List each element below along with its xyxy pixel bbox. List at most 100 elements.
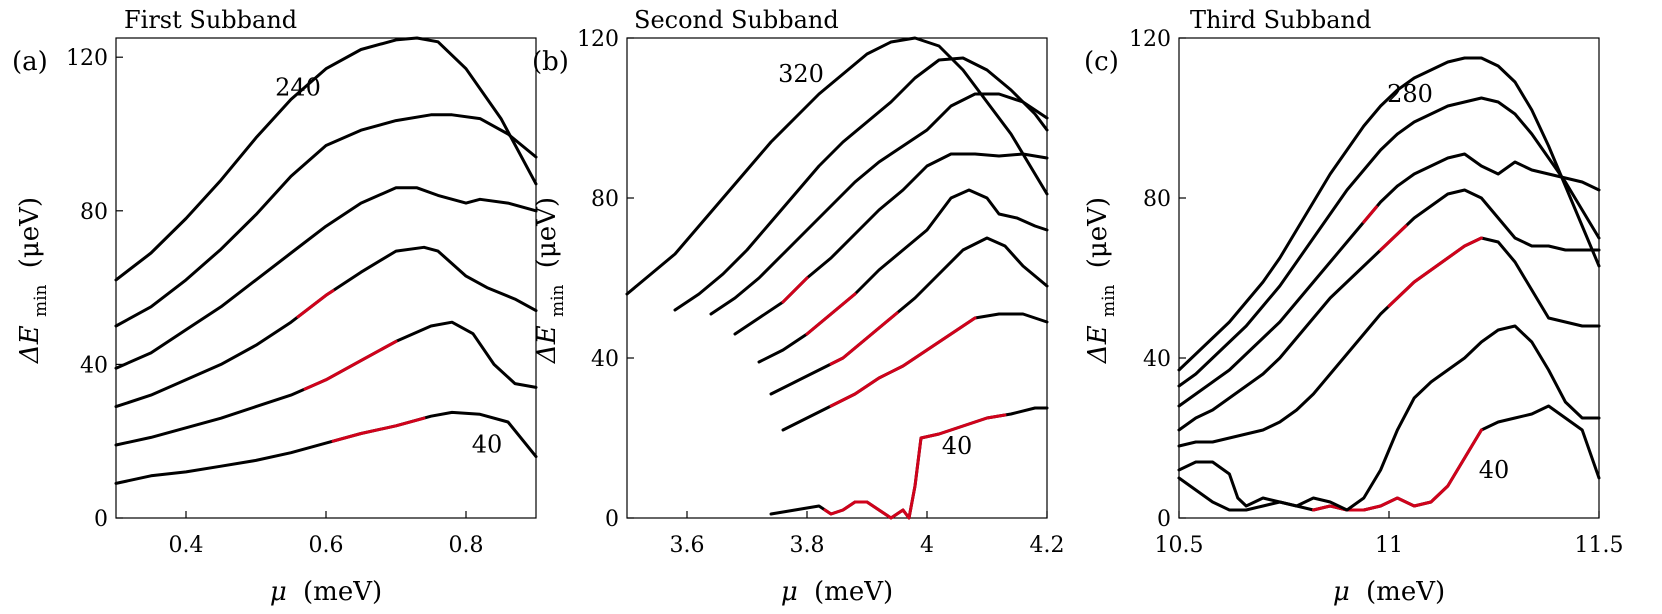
curve-b-160	[757, 188, 1049, 364]
x-tick-label-c: 10.5	[1155, 533, 1204, 558]
curve-c-240	[1177, 96, 1601, 388]
x-axis-title-c: μ (meV)	[1333, 577, 1445, 607]
curve-label-c-0: 280	[1387, 80, 1433, 108]
curve-highlight-c-160	[1379, 224, 1408, 252]
y-axis-title-b: ΔE min (μeV)	[532, 197, 570, 364]
y-tick-label-b: 120	[577, 27, 619, 52]
x-tick-label-a: 0.8	[449, 533, 484, 558]
x-tick-label-a: 0.6	[309, 533, 344, 558]
curve-b-280	[673, 56, 1049, 312]
y-axis-unit-b: (μeV)	[532, 197, 562, 268]
y-tick-label-a: 120	[66, 46, 108, 71]
y-axis-main-b: ΔE	[532, 325, 562, 364]
curve-c-80	[1177, 324, 1601, 512]
annotations-b: 320 40	[778, 60, 972, 460]
curve-highlight-c-200	[1362, 205, 1378, 224]
y-axis-title-a: ΔE min (μeV)	[15, 197, 53, 364]
curve-b-40	[769, 406, 1049, 520]
panel-a: First Subband (a) 0.4 0.6 0.8 0 40 80 120 240…	[12, 6, 538, 607]
curve-c-120	[1177, 236, 1601, 448]
panel-b: Second Subband (b) 3.6 3.8 4 4.2 0 40 80 120 3…	[532, 6, 1065, 607]
x-axis-unit-a: (meV)	[303, 577, 382, 607]
x-tick-label-b: 3.8	[790, 533, 825, 558]
panel-title-c: Third Subband	[1190, 6, 1371, 34]
y-tick-label-b: 40	[591, 347, 619, 372]
x-axis-title-b: μ (meV)	[781, 577, 893, 607]
x-ticks-a: 0.4 0.6 0.8	[169, 511, 484, 558]
panel-title-b: Second Subband	[634, 6, 839, 34]
x-tick-label-a: 0.4	[169, 533, 204, 558]
panel-title-a: First Subband	[124, 6, 297, 34]
y-tick-label-b: 80	[591, 187, 619, 212]
curve-c-280	[1177, 56, 1601, 372]
curve-highlight-b-40	[823, 413, 1007, 520]
curve-b-320	[625, 36, 1049, 296]
plot-frame-b	[626, 37, 1048, 519]
curve-highlight-a-80	[303, 339, 398, 391]
curve-highlight-b-120	[829, 311, 899, 366]
x-tick-label-c: 11.5	[1575, 533, 1624, 558]
curve-b-240	[709, 92, 1049, 316]
curve-highlight-b-200	[781, 276, 809, 304]
curve-highlight-c-120	[1387, 236, 1483, 308]
curves-c	[1177, 56, 1601, 512]
y-tick-label-c: 0	[1157, 507, 1171, 532]
y-axis-unit-c: (μeV)	[1083, 197, 1113, 268]
curves-a	[114, 36, 538, 485]
y-axis-sub-b: min	[548, 284, 568, 317]
curve-b-120	[769, 236, 1049, 396]
curve-a-200	[114, 113, 538, 328]
curve-c-160	[1177, 188, 1601, 432]
y-tick-label-c: 80	[1143, 187, 1171, 212]
y-tick-label-c: 40	[1143, 347, 1171, 372]
curve-b-80	[781, 312, 1049, 432]
curve-c-200	[1177, 152, 1601, 408]
x-axis-symbol-b: μ	[781, 577, 798, 607]
x-tick-label-b: 4	[920, 533, 934, 558]
curve-a-120	[114, 245, 538, 409]
x-axis-unit-c: (meV)	[1366, 577, 1445, 607]
curve-highlight-a-120	[296, 289, 335, 319]
y-ticks-c: 0 40 80 120	[1129, 27, 1186, 532]
y-tick-label-b: 0	[605, 507, 619, 532]
curve-label-a-0: 240	[275, 74, 321, 102]
curve-highlight-b-80	[829, 316, 977, 408]
y-ticks-a: 0 40 80 120	[66, 46, 123, 532]
plot-frame-c	[1178, 37, 1600, 519]
y-axis-main-c: ΔE	[1083, 325, 1113, 364]
y-tick-label-a: 40	[80, 353, 108, 378]
curves-b	[625, 36, 1049, 520]
y-axis-sub-a: min	[31, 284, 51, 317]
panel-tag-b: (b)	[532, 47, 569, 77]
panel-tag-c: (c)	[1084, 47, 1119, 77]
y-tick-label-a: 0	[94, 507, 108, 532]
y-axis-unit-a: (μeV)	[15, 197, 45, 268]
x-axis-unit-b: (meV)	[814, 577, 893, 607]
curve-highlight-b-160	[805, 292, 857, 336]
curve-a-240	[114, 36, 538, 282]
x-axis-symbol-a: μ	[270, 577, 287, 607]
x-axis-title-a: μ (meV)	[270, 577, 382, 607]
y-tick-label-a: 80	[80, 200, 108, 225]
curve-c-40	[1177, 404, 1601, 512]
curve-label-c-1: 40	[1479, 456, 1510, 484]
curve-highlight-a-40	[331, 416, 426, 443]
annotations-c: 280 40	[1387, 80, 1509, 484]
x-tick-label-b: 4.2	[1030, 533, 1065, 558]
y-ticks-b: 0 40 80 120	[577, 27, 634, 532]
y-axis-sub-c: min	[1099, 284, 1119, 317]
panel-tag-a: (a)	[12, 47, 48, 77]
curve-label-b-1: 40	[942, 432, 973, 460]
curve-label-a-1: 40	[472, 431, 503, 459]
curve-label-b-0: 320	[778, 60, 824, 88]
x-ticks-b: 3.6 3.8 4 4.2	[670, 511, 1065, 558]
y-axis-title-c: ΔE min (μeV)	[1083, 197, 1121, 364]
curve-a-160	[114, 186, 538, 370]
x-ticks-c: 10.5 11 11.5	[1155, 511, 1624, 558]
curve-highlight-c-40	[1311, 428, 1483, 512]
panel-c: Third Subband (c) 10.5 11 11.5 0 40 80 120 28…	[1083, 6, 1623, 607]
annotations-a: 240 40	[275, 74, 502, 459]
x-tick-label-b: 3.6	[670, 533, 705, 558]
x-axis-symbol-c: μ	[1333, 577, 1350, 607]
